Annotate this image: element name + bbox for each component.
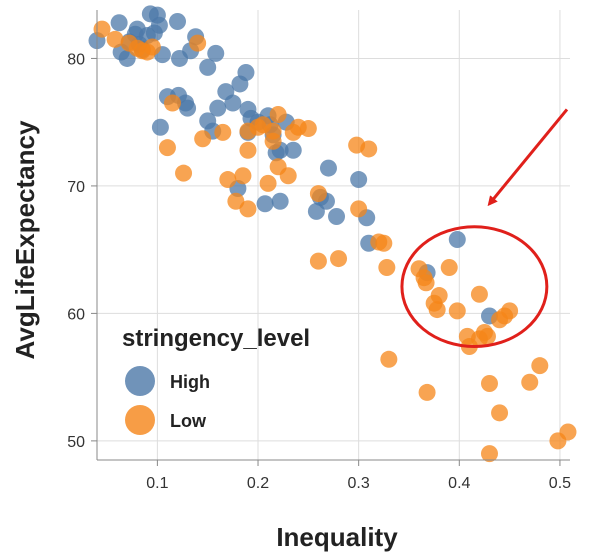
data-point-low — [219, 171, 237, 189]
data-point-low — [189, 34, 207, 52]
data-point-high — [448, 230, 466, 248]
x-tick-label: 0.2 — [247, 475, 269, 492]
data-point-low — [234, 167, 252, 185]
axes: 0.1 0.2 0.3 0.4 0.5 50 60 70 80 — [67, 10, 571, 492]
y-axis-title: AvgLifeExpectancy — [10, 120, 40, 359]
data-point-low — [430, 287, 448, 305]
data-point-low — [239, 200, 257, 218]
legend-low-swatch — [125, 405, 155, 435]
legend: stringency_level High Low — [122, 325, 310, 435]
data-point-low — [239, 141, 257, 159]
x-tick-label: 0.3 — [348, 475, 370, 492]
data-point-high — [169, 12, 187, 30]
data-point-high — [150, 16, 168, 34]
data-point-low — [360, 140, 378, 158]
data-point-high — [224, 94, 242, 112]
data-point-high — [284, 141, 302, 159]
data-point-low — [143, 38, 161, 56]
data-point-high — [237, 63, 255, 81]
data-point-low — [194, 130, 212, 148]
legend-title: stringency_level — [122, 325, 310, 352]
data-point-low — [309, 252, 327, 270]
highlight-arrow — [487, 108, 569, 207]
series-low — [93, 20, 577, 463]
y-tick-label: 60 — [67, 306, 85, 323]
legend-high-label: High — [170, 372, 210, 392]
data-point-low — [378, 259, 396, 277]
data-point-high — [350, 171, 368, 189]
data-point-high — [110, 14, 128, 32]
data-point-low — [350, 200, 368, 218]
data-point-low — [106, 30, 124, 48]
data-point-low — [380, 350, 398, 368]
data-point-low — [417, 274, 435, 292]
data-point-low — [163, 94, 181, 112]
data-point-high — [209, 99, 227, 117]
data-point-low — [470, 285, 488, 303]
y-tick-label: 50 — [67, 434, 85, 451]
data-point-low — [428, 301, 446, 319]
data-point-low — [214, 123, 232, 141]
data-point-low — [375, 234, 393, 252]
y-tick-label: 70 — [67, 179, 85, 196]
data-point-high — [199, 58, 217, 76]
data-point-low — [559, 423, 577, 441]
data-point-low — [259, 174, 277, 192]
data-point-high — [256, 195, 274, 213]
data-point-low — [480, 445, 498, 463]
data-point-low — [264, 132, 282, 150]
x-tick-label: 0.4 — [448, 475, 470, 492]
x-tick-label: 0.1 — [146, 475, 168, 492]
data-point-low — [491, 404, 509, 422]
data-point-low — [531, 357, 549, 375]
data-points — [88, 5, 577, 463]
data-point-low — [478, 327, 496, 345]
data-point-low — [521, 373, 539, 391]
data-point-low — [269, 106, 287, 124]
data-point-low — [309, 185, 327, 203]
data-point-low — [330, 250, 348, 268]
legend-high-swatch — [125, 366, 155, 396]
legend-low-label: Low — [170, 411, 207, 431]
data-point-low — [158, 139, 176, 157]
data-point-low — [448, 302, 466, 320]
data-point-high — [207, 44, 225, 62]
data-point-low — [501, 302, 519, 320]
data-point-high — [271, 192, 289, 210]
highlight-ellipse — [400, 225, 549, 349]
data-point-low — [279, 167, 297, 185]
x-tick-label: 0.5 — [549, 475, 571, 492]
x-axis-title: Inequality — [276, 522, 398, 552]
data-point-low — [93, 20, 111, 38]
grid — [97, 10, 570, 460]
y-tick-label: 80 — [67, 51, 85, 68]
data-point-low — [299, 120, 317, 138]
data-point-low — [480, 375, 498, 393]
data-point-low — [418, 383, 436, 401]
data-point-low — [227, 192, 245, 210]
data-point-high — [151, 118, 169, 136]
data-point-high — [179, 99, 197, 117]
annotation-layer — [400, 108, 569, 349]
data-point-high — [319, 159, 337, 177]
data-point-high — [328, 208, 346, 226]
data-point-low — [175, 164, 193, 182]
data-point-low — [440, 259, 458, 277]
